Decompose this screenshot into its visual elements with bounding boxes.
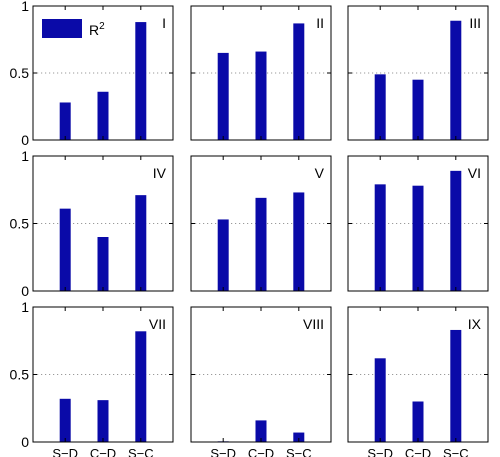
- bar-1: [374, 74, 386, 140]
- chart-panel-8: S−D C−D S−C VIII: [190, 306, 332, 457]
- chart-panel-4: 0 0.5 1 IV: [10, 148, 174, 299]
- bar-1: [59, 208, 71, 291]
- chart-panel-9: S−D C−D S−C IX: [347, 306, 489, 457]
- chart-panel-1: 0 0.5 1 I R2: [10, 0, 174, 148]
- bar-2: [97, 400, 109, 442]
- xtick-label: C−D: [405, 446, 431, 457]
- legend-swatch: [42, 19, 82, 38]
- xtick-label: S−D: [367, 446, 393, 457]
- bar-1: [374, 358, 386, 442]
- bar-2: [412, 185, 424, 291]
- bar-1: [59, 102, 71, 140]
- xtick-label: S−C: [128, 446, 154, 457]
- ytick-label: 1: [21, 148, 29, 164]
- xtick-label: C−D: [248, 446, 274, 457]
- bar-2: [412, 79, 424, 140]
- bar-3: [450, 20, 462, 141]
- chart-panel-2: II: [190, 5, 332, 141]
- panel-label: I: [162, 15, 166, 31]
- bar-2: [255, 51, 267, 141]
- bar-1: [217, 52, 229, 140]
- bar-3: [293, 432, 305, 442]
- bar-3: [450, 170, 462, 291]
- chart-panel-5: V: [190, 155, 332, 292]
- bar-1: [59, 398, 71, 442]
- legend: R2: [42, 19, 105, 38]
- panel-label: II: [316, 15, 324, 31]
- panel-label: V: [315, 165, 325, 181]
- bar-2: [255, 420, 267, 442]
- ytick-label: 1: [21, 299, 29, 315]
- bar-3: [135, 195, 147, 291]
- bar-1: [217, 219, 229, 291]
- chart-panel-3: III: [347, 5, 489, 141]
- chart-panel-7: 0 0.5 1 S−D C−D S−C VII: [10, 299, 174, 457]
- ytick-label: 1: [21, 0, 29, 14]
- bar-2: [97, 91, 109, 140]
- bar-3: [450, 329, 462, 442]
- ytick-label: 0.5: [10, 65, 30, 81]
- bar-2: [97, 237, 109, 291]
- panel-label: III: [469, 15, 481, 31]
- bar-2: [412, 401, 424, 442]
- panel-label: VII: [149, 316, 166, 332]
- xtick-label: S−D: [52, 446, 78, 457]
- ytick-label: 0.5: [10, 367, 30, 383]
- xtick-label: C−D: [90, 446, 116, 457]
- ytick-label: 0: [21, 132, 29, 148]
- ytick-label: 0.5: [10, 216, 30, 232]
- legend-label-superscript: 2: [99, 21, 105, 32]
- panel-label: VIII: [303, 316, 324, 332]
- xtick-label: S−C: [286, 446, 312, 457]
- ytick-label: 0: [21, 434, 29, 450]
- bar-2: [255, 197, 267, 291]
- bar-3: [135, 331, 147, 442]
- bar-3: [135, 22, 147, 140]
- bar-3: [293, 23, 305, 141]
- chart-panel-6: VI: [347, 155, 489, 292]
- panel-label: VI: [468, 165, 481, 181]
- ytick-label: 0: [21, 283, 29, 299]
- xtick-label: S−C: [443, 446, 469, 457]
- panel-label: IX: [468, 316, 482, 332]
- bar-3: [293, 192, 305, 291]
- xtick-label: S−D: [210, 446, 236, 457]
- panel-label: IV: [153, 165, 167, 181]
- bar-1: [374, 184, 386, 291]
